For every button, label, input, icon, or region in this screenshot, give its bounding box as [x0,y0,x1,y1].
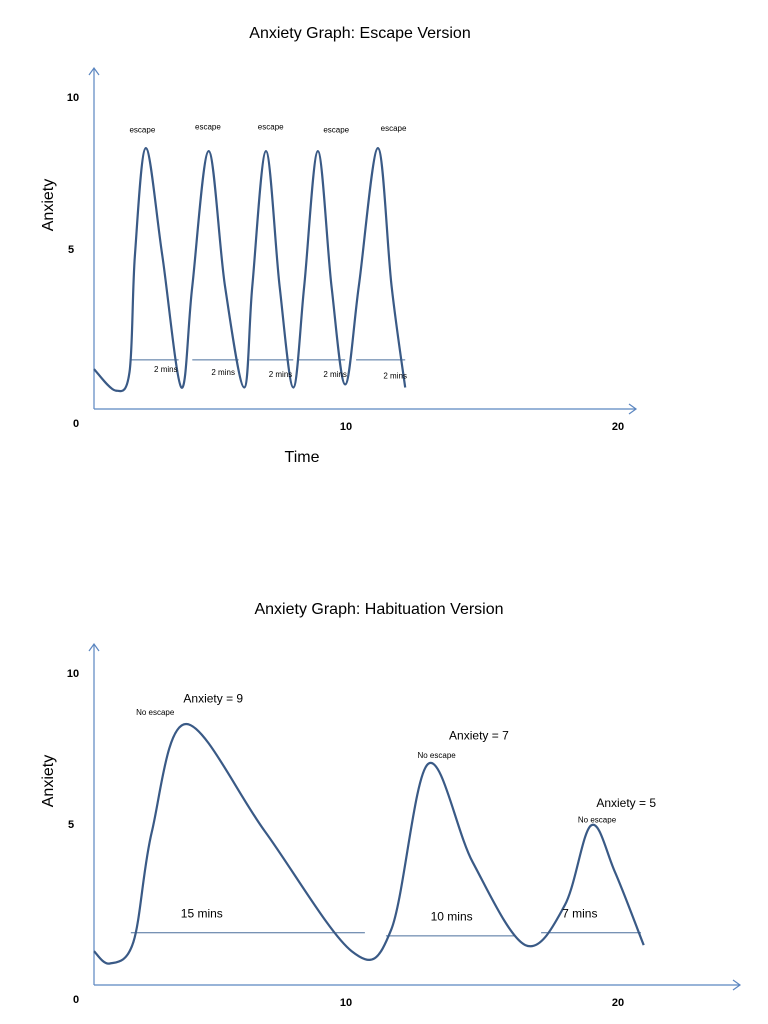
annotation-label: 2 mins [269,370,293,379]
x-tick-label: 10 [340,421,352,433]
x-tick-label: 0 [73,994,79,1006]
annotation-label: No escape [417,751,456,760]
x-axis-arrow [628,403,638,415]
y-tick-label: 5 [68,244,74,256]
annotation-label: 2 mins [323,370,347,379]
annotation-label: Anxiety = 9 [183,692,243,706]
annotation-label: escape [323,126,349,135]
escape-plot-area: escape escape escape escape escape 2 mins 2 mi… [88,66,638,415]
y-tick-label: 10 [67,92,79,104]
annotation-label: 10 mins [431,910,473,924]
annotation-label: escape [195,123,221,132]
y-tick-label: 10 [67,668,79,680]
annotation-label: No escape [136,708,175,717]
x-axis-label: Time [285,449,320,466]
annotation-label: escape [381,124,407,133]
annotation-label: No escape [578,815,617,824]
annotation-label: 2 mins [383,371,407,380]
annotation-label: 15 mins [181,906,223,920]
chart-title: Anxiety Graph: Habituation Version [254,601,503,618]
y-axis-arrow [88,66,100,76]
y-axis-label: Anxiety [40,179,57,231]
x-axis-arrow [732,979,742,991]
x-tick-label: 20 [612,997,624,1009]
annotation-label: 2 mins [211,368,235,377]
annotation-label: escape [129,126,155,135]
annotation-label: 7 mins [562,906,597,920]
x-tick-label: 0 [73,418,79,430]
anxiety-curve [93,722,645,965]
chart-title: Anxiety Graph: Escape Version [249,25,470,42]
annotation-label: Anxiety = 7 [449,728,509,742]
annotation-label: escape [258,123,284,132]
y-axis-arrow [88,642,100,652]
habituation-plot-area: No escape Anxiety = 9 No escape Anxiety = 7… [88,642,742,991]
habituation-chart: Anxiety Graph: Habituation Version Anxie… [40,601,742,1009]
annotation-label: Anxiety = 5 [596,796,656,810]
anxiety-curve [93,147,407,393]
x-tick-label: 20 [612,421,624,433]
y-axis-label: Anxiety [40,755,57,807]
y-tick-label: 5 [68,819,74,831]
annotation-label: 2 mins [154,365,178,374]
x-tick-label: 10 [340,997,352,1009]
escape-chart: Anxiety Graph: Escape Version Anxiety Ti… [40,25,638,466]
